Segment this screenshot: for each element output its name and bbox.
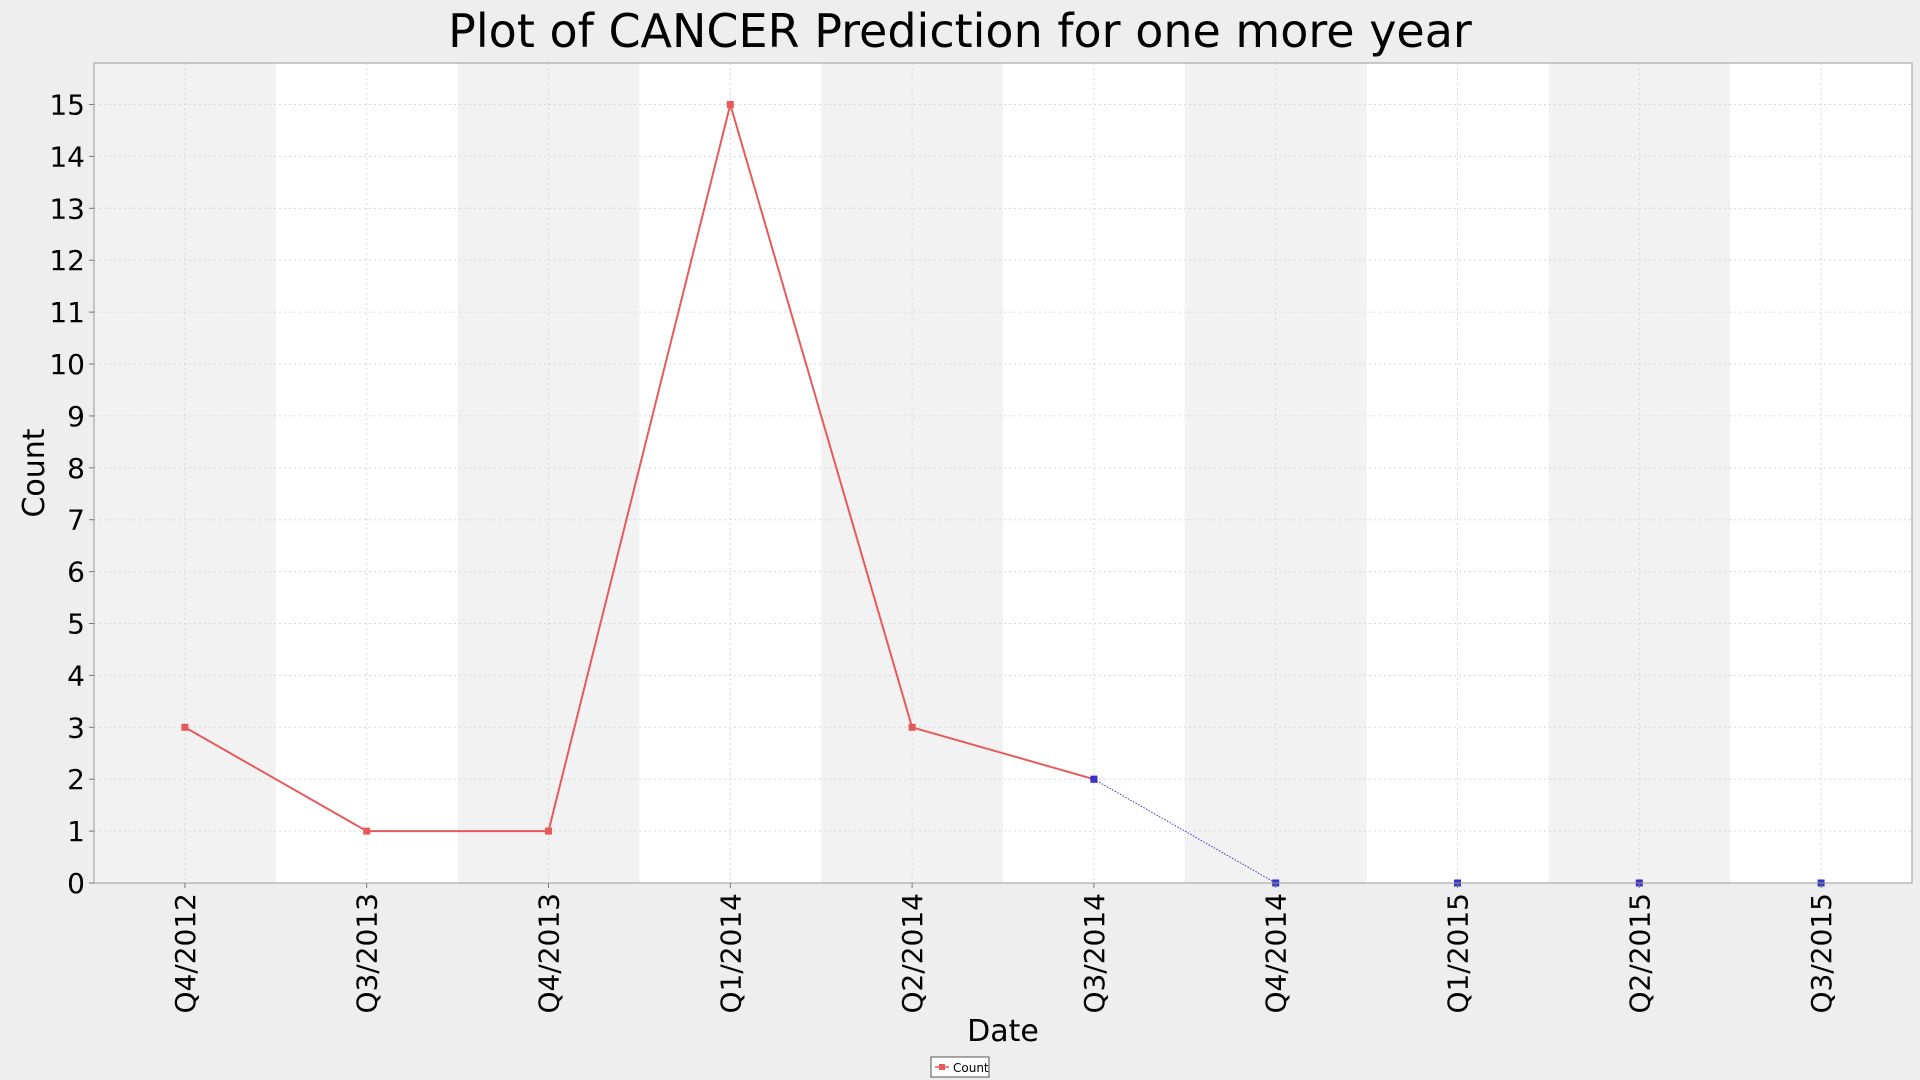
gridlines: [94, 63, 1912, 884]
x-tick-label: Q1/2014: [714, 893, 747, 1014]
series-line: [184, 100, 1095, 833]
data-point: [363, 827, 371, 835]
x-axis-label: Date: [967, 1014, 1039, 1049]
plot-frame: [93, 62, 1913, 884]
x-axis: Q4/2012 Q3/2013 Q4/2013 Q1/2014 Q2/2014 Q3/20…: [169, 883, 1838, 1014]
y-tick-label: 5: [67, 608, 85, 641]
y-tick-label: 3: [67, 711, 85, 744]
legend: Count: [930, 1056, 990, 1078]
y-tick-label: 1: [67, 815, 85, 848]
x-tick-label: Q1/2015: [1442, 893, 1475, 1014]
y-tick-label: 14: [49, 140, 85, 173]
legend-marker-icon: [939, 1064, 945, 1070]
x-tick-label: Q4/2013: [533, 893, 566, 1014]
y-tick-label: 12: [49, 244, 85, 277]
y-tick-label: 8: [67, 452, 85, 485]
y-tick-label: 6: [67, 556, 85, 589]
x-tick-label: Q3/2014: [1078, 893, 1111, 1014]
y-tick-label: 7: [67, 504, 85, 537]
data-point: [908, 723, 916, 731]
legend-box: [930, 1056, 990, 1078]
y-tick-label: 15: [49, 89, 85, 122]
x-tick-label: Q4/2014: [1260, 893, 1293, 1014]
data-point: [181, 723, 189, 731]
x-tick-label: Q2/2015: [1623, 893, 1656, 1014]
y-tick-label: 11: [49, 296, 85, 329]
x-tick-label: Q4/2012: [169, 893, 202, 1014]
y-axis-label: Count: [17, 428, 52, 517]
y-tick-label: 10: [49, 348, 85, 381]
y-tick-label: 4: [67, 659, 85, 692]
data-point: [545, 827, 552, 835]
x-tick-label: Q2/2014: [896, 893, 929, 1014]
y-tick-label: 13: [49, 192, 85, 225]
data-point: [1090, 775, 1098, 783]
x-tick-label: Q3/2013: [351, 893, 384, 1014]
y-tick-label: 9: [67, 400, 85, 433]
chart-title: Plot of CANCER Prediction for one more y…: [448, 4, 1472, 58]
legend-label: Count: [953, 1061, 989, 1075]
data-point: [726, 101, 734, 109]
y-tick-label: 0: [67, 867, 85, 900]
x-tick-label: Q3/2015: [1805, 893, 1838, 1014]
y-tick-label: 2: [67, 763, 85, 796]
